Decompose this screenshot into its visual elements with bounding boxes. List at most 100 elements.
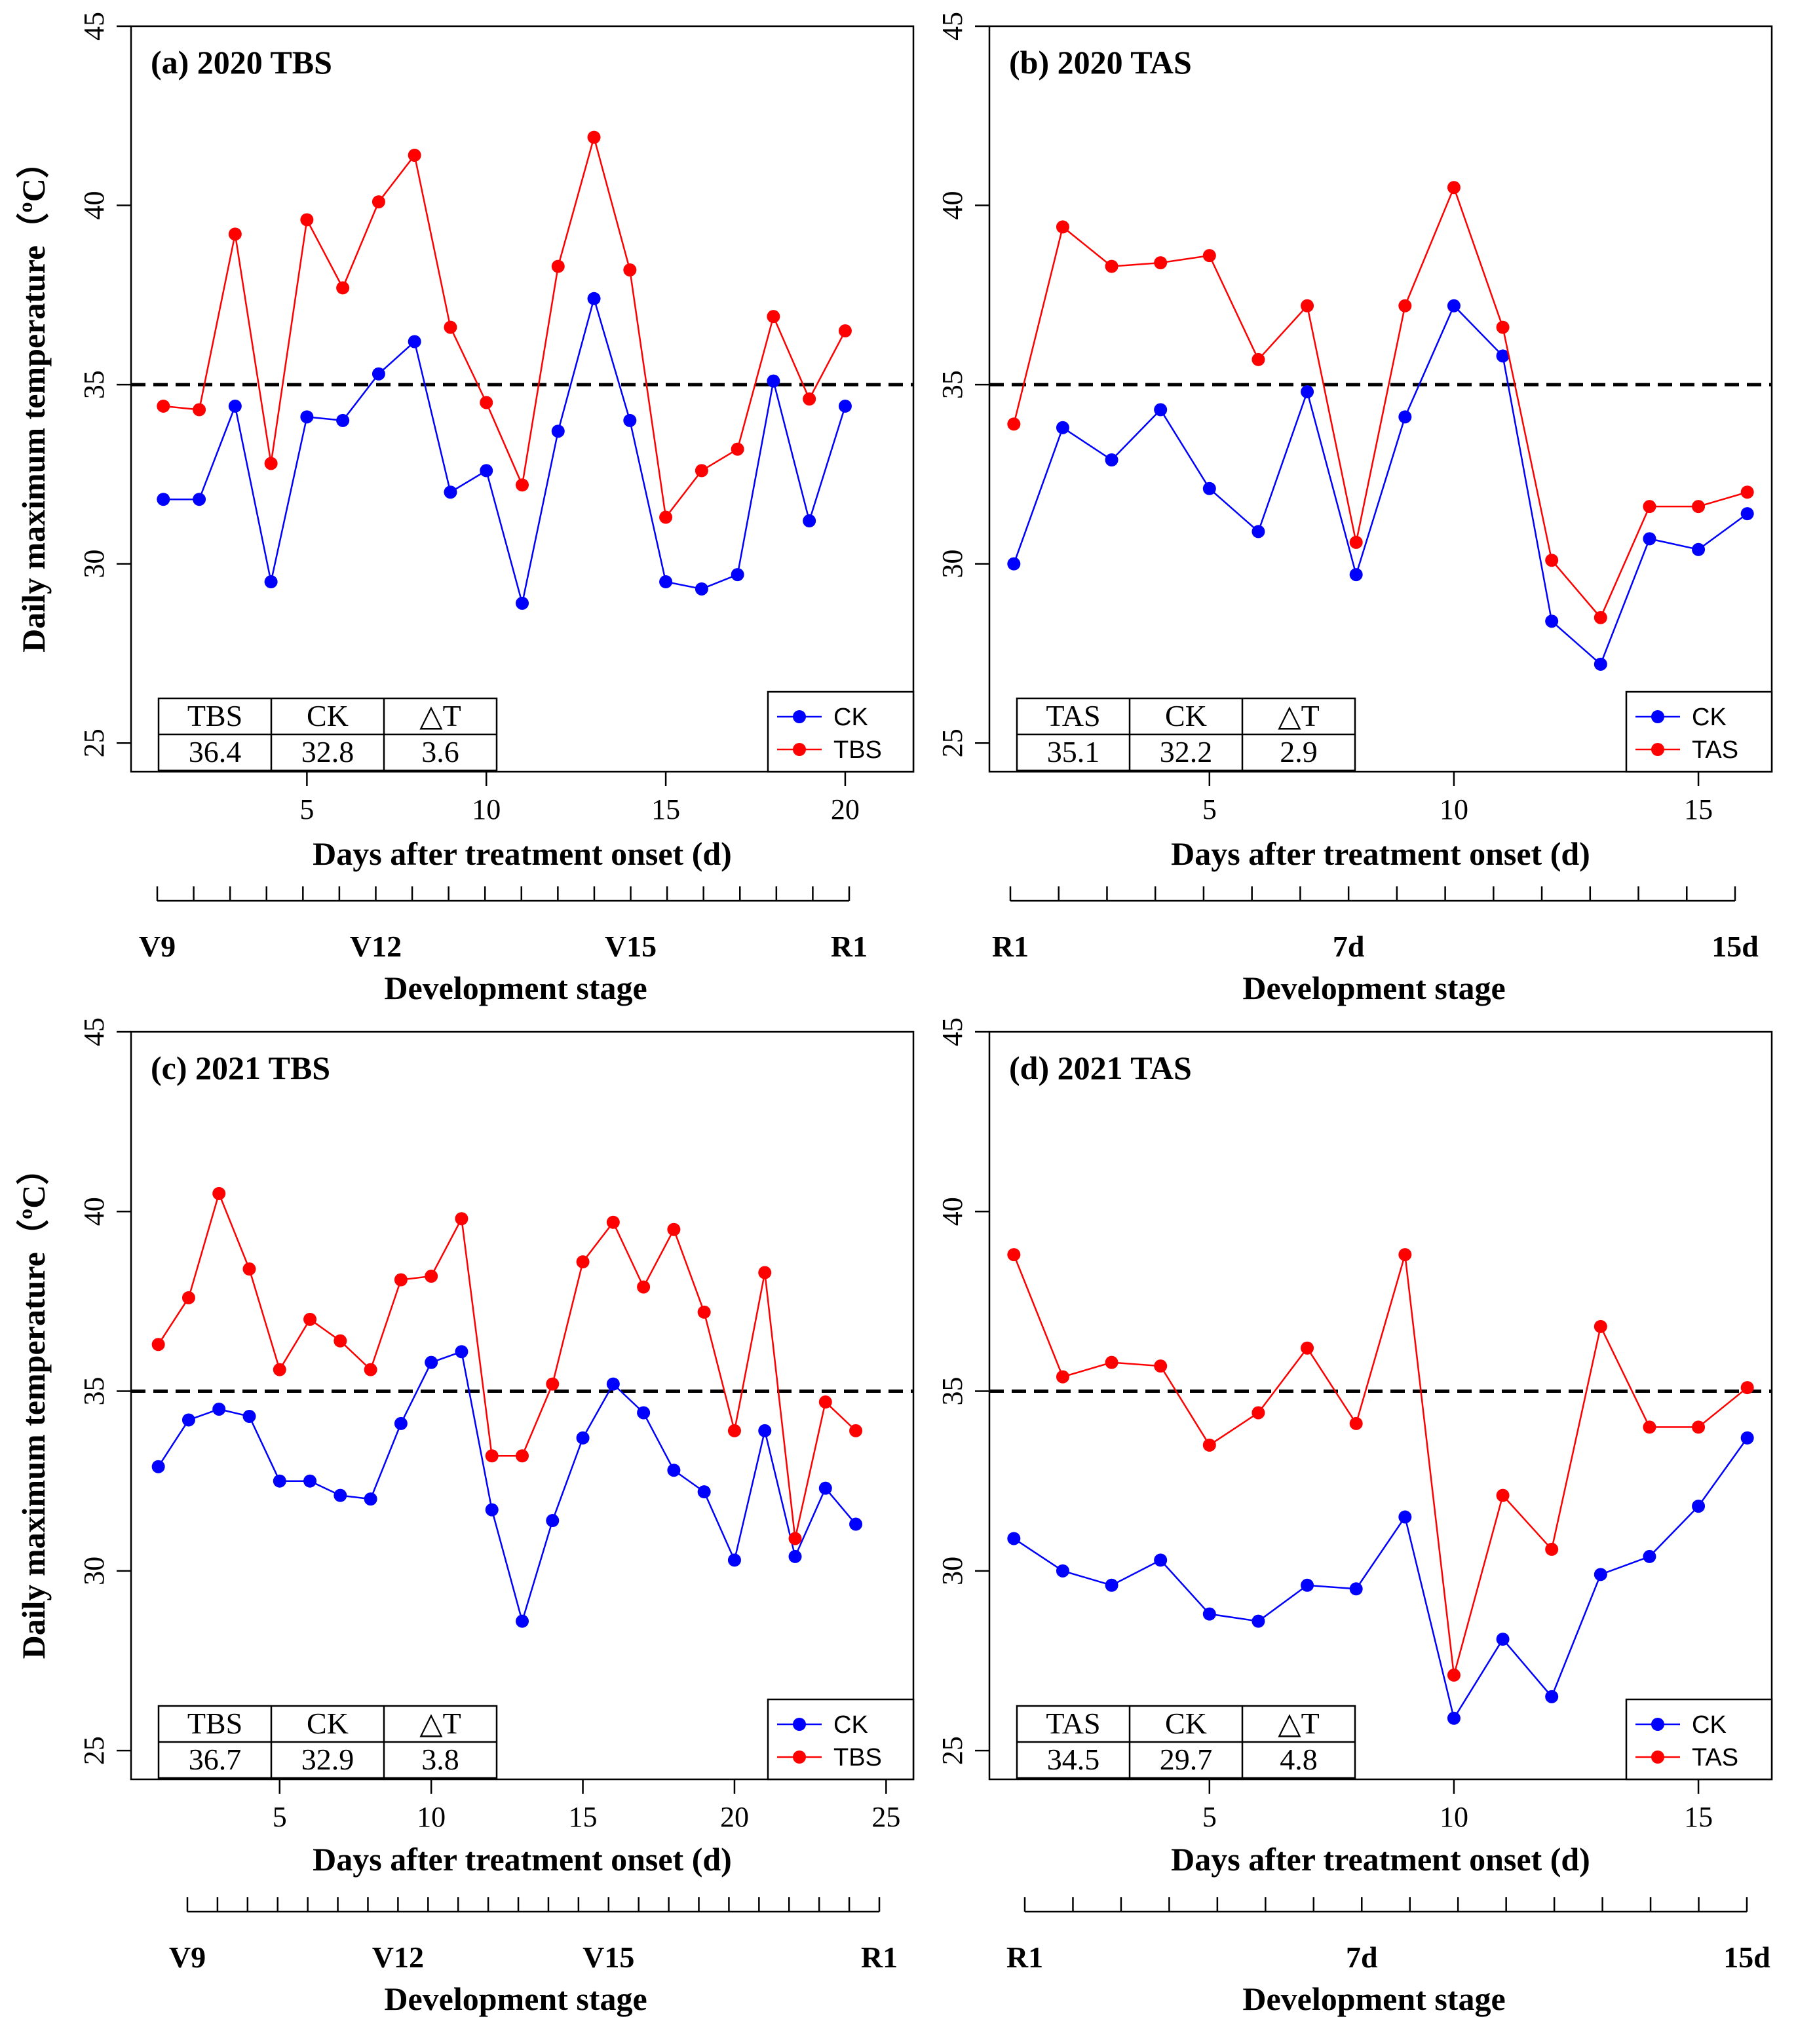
- point-tbs-2: [182, 1291, 195, 1304]
- point-tas-11: [1496, 320, 1510, 334]
- panel-title: (a) 2020 TBS: [151, 44, 332, 81]
- point-tas-1: [1007, 1248, 1021, 1262]
- point-tas-14: [1643, 1420, 1656, 1434]
- point-ck-9: [394, 1416, 408, 1430]
- legend-frame: [767, 1698, 915, 1781]
- plot-frame-b: [988, 25, 1773, 773]
- point-tas-7: [1301, 1341, 1314, 1355]
- point-tbs-6: [336, 281, 350, 295]
- x-tick-label-10: 10: [1440, 1801, 1468, 1833]
- point-ck-23: [818, 1481, 832, 1495]
- point-tas-6: [1251, 1406, 1265, 1420]
- point-tas-16: [1740, 485, 1754, 499]
- point-ck-19: [697, 1485, 711, 1499]
- stage-label-15d: 15d: [1711, 930, 1759, 963]
- point-ck-8: [364, 1492, 377, 1506]
- panel-a: 25 30 35 40 45 5 10 15 20 Daily maximum temperatu…: [15, 12, 915, 1006]
- y-tick-label-35: 35: [78, 370, 110, 399]
- point-ck-1: [1007, 1532, 1021, 1545]
- stage-label-v12: V12: [372, 1940, 424, 1974]
- point-ck-19: [803, 514, 816, 528]
- legend-frame: [767, 691, 915, 773]
- point-ck-2: [193, 493, 206, 506]
- point-ck-4: [264, 575, 278, 589]
- point-tbs-18: [667, 1222, 681, 1236]
- point-tbs-5: [273, 1363, 286, 1376]
- legend: CK TBS: [767, 1698, 915, 1781]
- stage-axis: R1 7d 15d Development stage: [992, 886, 1759, 1006]
- point-tbs-4: [264, 457, 278, 470]
- point-ck-1: [151, 1460, 165, 1473]
- point-ck-12: [485, 1503, 499, 1517]
- point-ck-10: [425, 1355, 438, 1369]
- point-tbs-18: [767, 310, 780, 324]
- stage-axis: R1 7d 15d Development stage: [1006, 1897, 1770, 2017]
- point-tas-9: [1398, 1248, 1412, 1262]
- point-ck-21: [758, 1424, 772, 1437]
- summary-table-value-1: 32.8: [301, 735, 354, 768]
- legend-marker-tbs: [793, 743, 806, 756]
- point-ck-7: [334, 1488, 347, 1502]
- y-tick-label-30: 30: [936, 550, 968, 578]
- stage-axis-title: Development stage: [1242, 970, 1505, 1006]
- legend-label-tbs: TBS: [833, 736, 882, 764]
- stage-label-r1: R1: [1006, 1940, 1043, 1974]
- point-tbs-1: [157, 399, 170, 413]
- point-ck-11: [455, 1345, 468, 1359]
- point-tbs-9: [444, 320, 457, 334]
- legend-marker-ck: [793, 1718, 806, 1731]
- panel-c: 25 30 35 40 45 5 10 15 20 25 Daily maximum tempera…: [15, 1017, 915, 2017]
- stage-label-15d: 15d: [1723, 1940, 1770, 1974]
- point-ck-15: [576, 1431, 590, 1445]
- stage-label-r1: R1: [861, 1940, 898, 1974]
- point-ck-12: [1545, 615, 1559, 628]
- stage-label-v12: V12: [350, 930, 402, 963]
- point-ck-15: [659, 575, 673, 589]
- point-tbs-16: [695, 464, 708, 478]
- x-tick-label-15: 15: [1684, 1801, 1713, 1833]
- point-tbs-22: [788, 1532, 802, 1545]
- point-tbs-14: [623, 263, 637, 277]
- summary-table-value-2: 4.8: [1280, 1743, 1318, 1776]
- series-line-tbs: [157, 1191, 856, 1539]
- point-tas-8: [1349, 1416, 1363, 1430]
- point-ck-5: [1202, 1607, 1216, 1621]
- summary-table-value-0: 36.4: [189, 735, 242, 768]
- summary-table-header-1: CK: [1165, 1707, 1207, 1740]
- stage-axis-title: Development stage: [384, 1980, 647, 2017]
- y-tick-label-35: 35: [936, 370, 968, 399]
- legend-frame: [1625, 691, 1773, 773]
- legend-marker-tbs: [793, 1751, 806, 1764]
- point-ck-9: [1398, 1510, 1412, 1524]
- x-tick-label-5: 5: [273, 1801, 287, 1833]
- point-ck-24: [849, 1517, 863, 1531]
- point-tas-2: [1056, 1370, 1069, 1384]
- x-tick-label-20: 20: [720, 1801, 749, 1833]
- y-axis-title: Daily maximum temperature（ºC）: [15, 1152, 52, 1659]
- point-tbs-20: [727, 1424, 741, 1437]
- point-tbs-17: [637, 1280, 651, 1294]
- point-ck-10: [480, 464, 493, 478]
- point-tbs-4: [242, 1262, 256, 1276]
- point-tbs-13: [587, 130, 601, 144]
- legend-label-tbs: TBS: [833, 1744, 882, 1771]
- point-tbs-12: [551, 259, 565, 273]
- summary-table-header-0: TAS: [1046, 1707, 1100, 1740]
- point-ck-7: [372, 367, 385, 381]
- point-tbs-24: [849, 1424, 863, 1437]
- point-tbs-11: [455, 1212, 468, 1226]
- stage-label-7d: 7d: [1346, 1940, 1378, 1974]
- legend-label-ck: CK: [833, 1711, 868, 1739]
- summary-table-header-2: △T: [1278, 1707, 1319, 1740]
- point-tas-4: [1154, 256, 1168, 270]
- summary-table: TAS CK △T 35.1 32.2 2.9: [1016, 697, 1356, 772]
- point-ck-3: [1105, 1578, 1118, 1592]
- point-ck-6: [336, 413, 350, 427]
- point-ck-15: [1692, 1500, 1706, 1513]
- point-ck-4: [1154, 403, 1168, 417]
- point-tbs-19: [803, 392, 816, 406]
- legend: CK TAS: [1625, 1698, 1773, 1781]
- x-tick-label-5: 5: [299, 793, 314, 825]
- point-ck-2: [182, 1413, 195, 1427]
